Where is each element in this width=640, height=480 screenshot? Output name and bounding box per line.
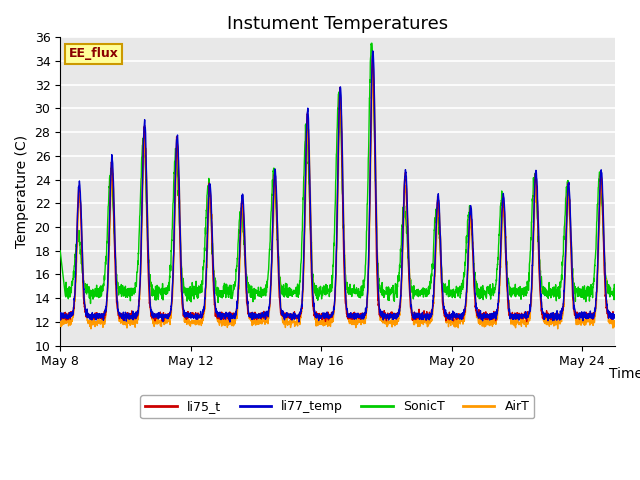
Text: EE_flux: EE_flux [68, 48, 118, 60]
Y-axis label: Temperature (C): Temperature (C) [15, 135, 29, 248]
Line: AirT: AirT [60, 75, 640, 330]
SonicT [86, 300, 94, 306]
Legend: li75_t, li77_temp, SonicT, AirT: li75_t, li77_temp, SonicT, AirT [140, 395, 534, 418]
li77_temp [373, 242, 381, 248]
AirT [113, 293, 121, 299]
Line: li75_t: li75_t [60, 56, 640, 322]
SonicT [187, 290, 195, 296]
AirT [373, 215, 381, 221]
SonicT [373, 242, 381, 248]
li75_t [373, 263, 381, 268]
li77_temp [56, 315, 64, 321]
li75_t [369, 53, 376, 59]
li75_t [269, 200, 277, 206]
SonicT [367, 40, 375, 46]
li75_t [186, 314, 194, 320]
li77_temp [148, 312, 156, 317]
AirT [186, 319, 194, 325]
li77_temp [186, 312, 194, 318]
li75_t [568, 271, 575, 277]
SonicT [568, 255, 575, 261]
SonicT [269, 169, 277, 175]
SonicT [56, 248, 64, 253]
li75_t [148, 314, 156, 320]
AirT [148, 317, 156, 323]
AirT [369, 72, 377, 78]
li77_temp [568, 253, 575, 259]
AirT [269, 230, 277, 236]
li77_temp [269, 198, 277, 204]
AirT [568, 240, 575, 245]
SonicT [113, 285, 121, 291]
Line: li77_temp: li77_temp [60, 51, 640, 322]
Line: SonicT: SonicT [60, 43, 640, 303]
X-axis label: Time: Time [609, 367, 640, 381]
AirT [56, 316, 64, 322]
Title: Instument Temperatures: Instument Temperatures [227, 15, 448, 33]
li75_t [113, 303, 121, 309]
li77_temp [113, 297, 121, 302]
li77_temp [369, 48, 377, 54]
SonicT [148, 290, 156, 296]
li77_temp [226, 319, 234, 325]
li75_t [56, 310, 64, 316]
li75_t [523, 319, 531, 324]
